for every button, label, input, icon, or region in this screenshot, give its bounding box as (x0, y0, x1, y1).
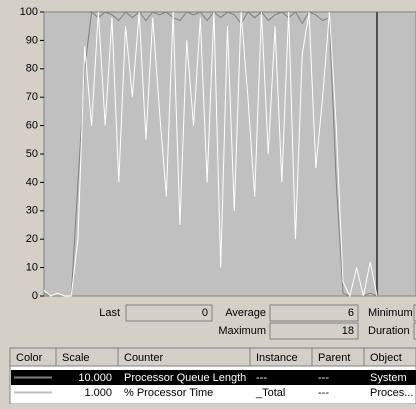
cell-text: 1.000 (84, 387, 112, 399)
y-tick-label: 50 (26, 148, 38, 160)
y-tick-label: 60 (26, 120, 38, 132)
cell-text: System (370, 372, 407, 384)
label: Maximum (218, 325, 266, 337)
legend-entry: % Processor Time (124, 387, 213, 399)
cell-text: 10.000 (78, 372, 112, 384)
box (413, 322, 416, 340)
y-tick-label: 20 (26, 233, 38, 245)
y-tick-label: 70 (26, 91, 38, 103)
label: Last (99, 307, 120, 319)
header-text: Counter (124, 352, 163, 364)
y-tick-label: 100 (20, 6, 38, 18)
header-text: Parent (318, 352, 350, 364)
y-tick-label: 10 (26, 262, 38, 274)
box (269, 322, 359, 340)
row-highlight (11, 370, 416, 385)
value: 6 (348, 307, 354, 319)
plot-area (43, 11, 416, 297)
cell-text: _Total (255, 387, 285, 399)
box (269, 304, 359, 322)
cell-text: --- (318, 372, 329, 384)
header-text: Scale (62, 352, 90, 364)
header-text: Object (370, 352, 402, 364)
legend-entry: Processor Queue Length (124, 372, 246, 384)
series-line (43, 11, 378, 297)
label: Duration (368, 325, 410, 337)
y-tick-label: 80 (26, 63, 38, 75)
label: Average (225, 307, 266, 319)
label: Minimum (368, 307, 413, 319)
value: 0 (202, 307, 208, 319)
cell-text: Proces... (370, 387, 413, 399)
header-text: Instance (256, 352, 298, 364)
y-tick-label: 0 (32, 290, 38, 302)
cell-text: --- (256, 372, 267, 384)
header-text: Color (16, 352, 43, 364)
y-tick-label: 30 (26, 205, 38, 217)
y-tick-label: 90 (26, 34, 38, 46)
box (125, 304, 213, 322)
y-tick-label: 40 (26, 176, 38, 188)
value: 18 (342, 325, 354, 337)
box (413, 304, 416, 322)
header-cell (363, 347, 416, 367)
series-line (43, 11, 378, 298)
cell-text: --- (318, 387, 329, 399)
